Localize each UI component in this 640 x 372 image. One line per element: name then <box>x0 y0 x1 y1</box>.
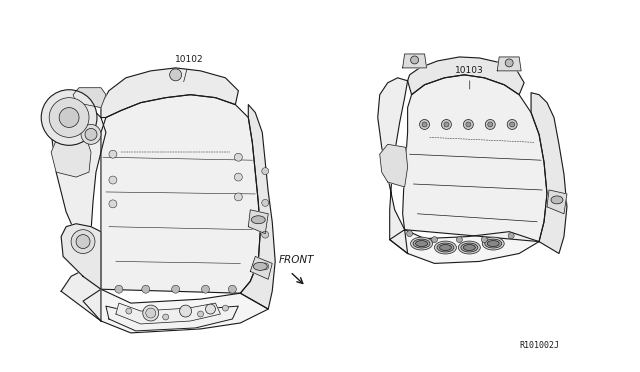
Circle shape <box>234 173 243 181</box>
Circle shape <box>198 311 204 317</box>
Circle shape <box>202 285 209 293</box>
Circle shape <box>81 125 101 144</box>
Polygon shape <box>241 105 275 309</box>
Ellipse shape <box>463 244 476 250</box>
Text: R101002J: R101002J <box>519 341 559 350</box>
Circle shape <box>431 237 438 243</box>
Circle shape <box>170 69 182 81</box>
Text: 10102: 10102 <box>175 55 204 82</box>
Ellipse shape <box>484 239 502 248</box>
Polygon shape <box>106 306 238 331</box>
Polygon shape <box>101 95 260 293</box>
Circle shape <box>228 285 236 293</box>
Polygon shape <box>403 75 547 241</box>
Circle shape <box>76 235 90 248</box>
Circle shape <box>49 98 89 137</box>
Ellipse shape <box>483 237 504 250</box>
Ellipse shape <box>461 243 478 252</box>
Circle shape <box>109 200 117 208</box>
Polygon shape <box>73 88 106 108</box>
Circle shape <box>420 119 429 129</box>
Ellipse shape <box>253 262 268 270</box>
Circle shape <box>172 285 180 293</box>
Circle shape <box>109 150 117 158</box>
Polygon shape <box>378 78 408 253</box>
Polygon shape <box>51 103 106 321</box>
Ellipse shape <box>411 237 433 250</box>
Circle shape <box>71 230 95 253</box>
Circle shape <box>442 119 451 129</box>
Polygon shape <box>51 134 91 177</box>
Circle shape <box>115 285 123 293</box>
Ellipse shape <box>435 241 456 254</box>
Polygon shape <box>403 54 426 68</box>
Polygon shape <box>497 57 521 71</box>
Circle shape <box>509 122 515 127</box>
Circle shape <box>456 237 462 243</box>
Circle shape <box>481 237 487 243</box>
Ellipse shape <box>437 243 454 252</box>
Circle shape <box>444 122 449 127</box>
Ellipse shape <box>551 196 563 204</box>
Polygon shape <box>547 190 567 214</box>
Text: FRONT: FRONT <box>278 256 314 265</box>
Circle shape <box>463 119 474 129</box>
Circle shape <box>180 305 191 317</box>
Polygon shape <box>116 303 220 324</box>
Circle shape <box>126 308 132 314</box>
Circle shape <box>262 263 269 270</box>
Polygon shape <box>250 256 272 279</box>
Circle shape <box>508 232 514 238</box>
Polygon shape <box>248 210 268 234</box>
Circle shape <box>262 199 269 206</box>
Circle shape <box>41 90 97 145</box>
Text: 10103: 10103 <box>456 66 484 89</box>
Ellipse shape <box>487 241 499 247</box>
Circle shape <box>485 119 495 129</box>
Ellipse shape <box>415 241 428 247</box>
Polygon shape <box>101 68 238 118</box>
Ellipse shape <box>440 244 451 250</box>
Circle shape <box>142 285 150 293</box>
Circle shape <box>234 153 243 161</box>
Circle shape <box>85 128 97 140</box>
Circle shape <box>234 193 243 201</box>
Circle shape <box>205 304 216 314</box>
Polygon shape <box>390 230 539 263</box>
Circle shape <box>146 308 156 318</box>
Ellipse shape <box>252 216 265 224</box>
Polygon shape <box>408 57 524 95</box>
Ellipse shape <box>413 239 430 248</box>
Ellipse shape <box>458 241 480 254</box>
Circle shape <box>411 56 419 64</box>
Polygon shape <box>531 93 567 253</box>
Circle shape <box>59 108 79 128</box>
Polygon shape <box>83 289 268 333</box>
Circle shape <box>507 119 517 129</box>
Circle shape <box>406 231 413 237</box>
Circle shape <box>505 59 513 67</box>
Circle shape <box>262 231 269 238</box>
Circle shape <box>488 122 493 127</box>
Polygon shape <box>380 144 408 187</box>
Circle shape <box>223 305 228 311</box>
Circle shape <box>466 122 471 127</box>
Polygon shape <box>61 224 101 289</box>
Circle shape <box>422 122 427 127</box>
Circle shape <box>262 168 269 174</box>
Circle shape <box>109 176 117 184</box>
Circle shape <box>143 305 159 321</box>
Circle shape <box>163 314 169 320</box>
